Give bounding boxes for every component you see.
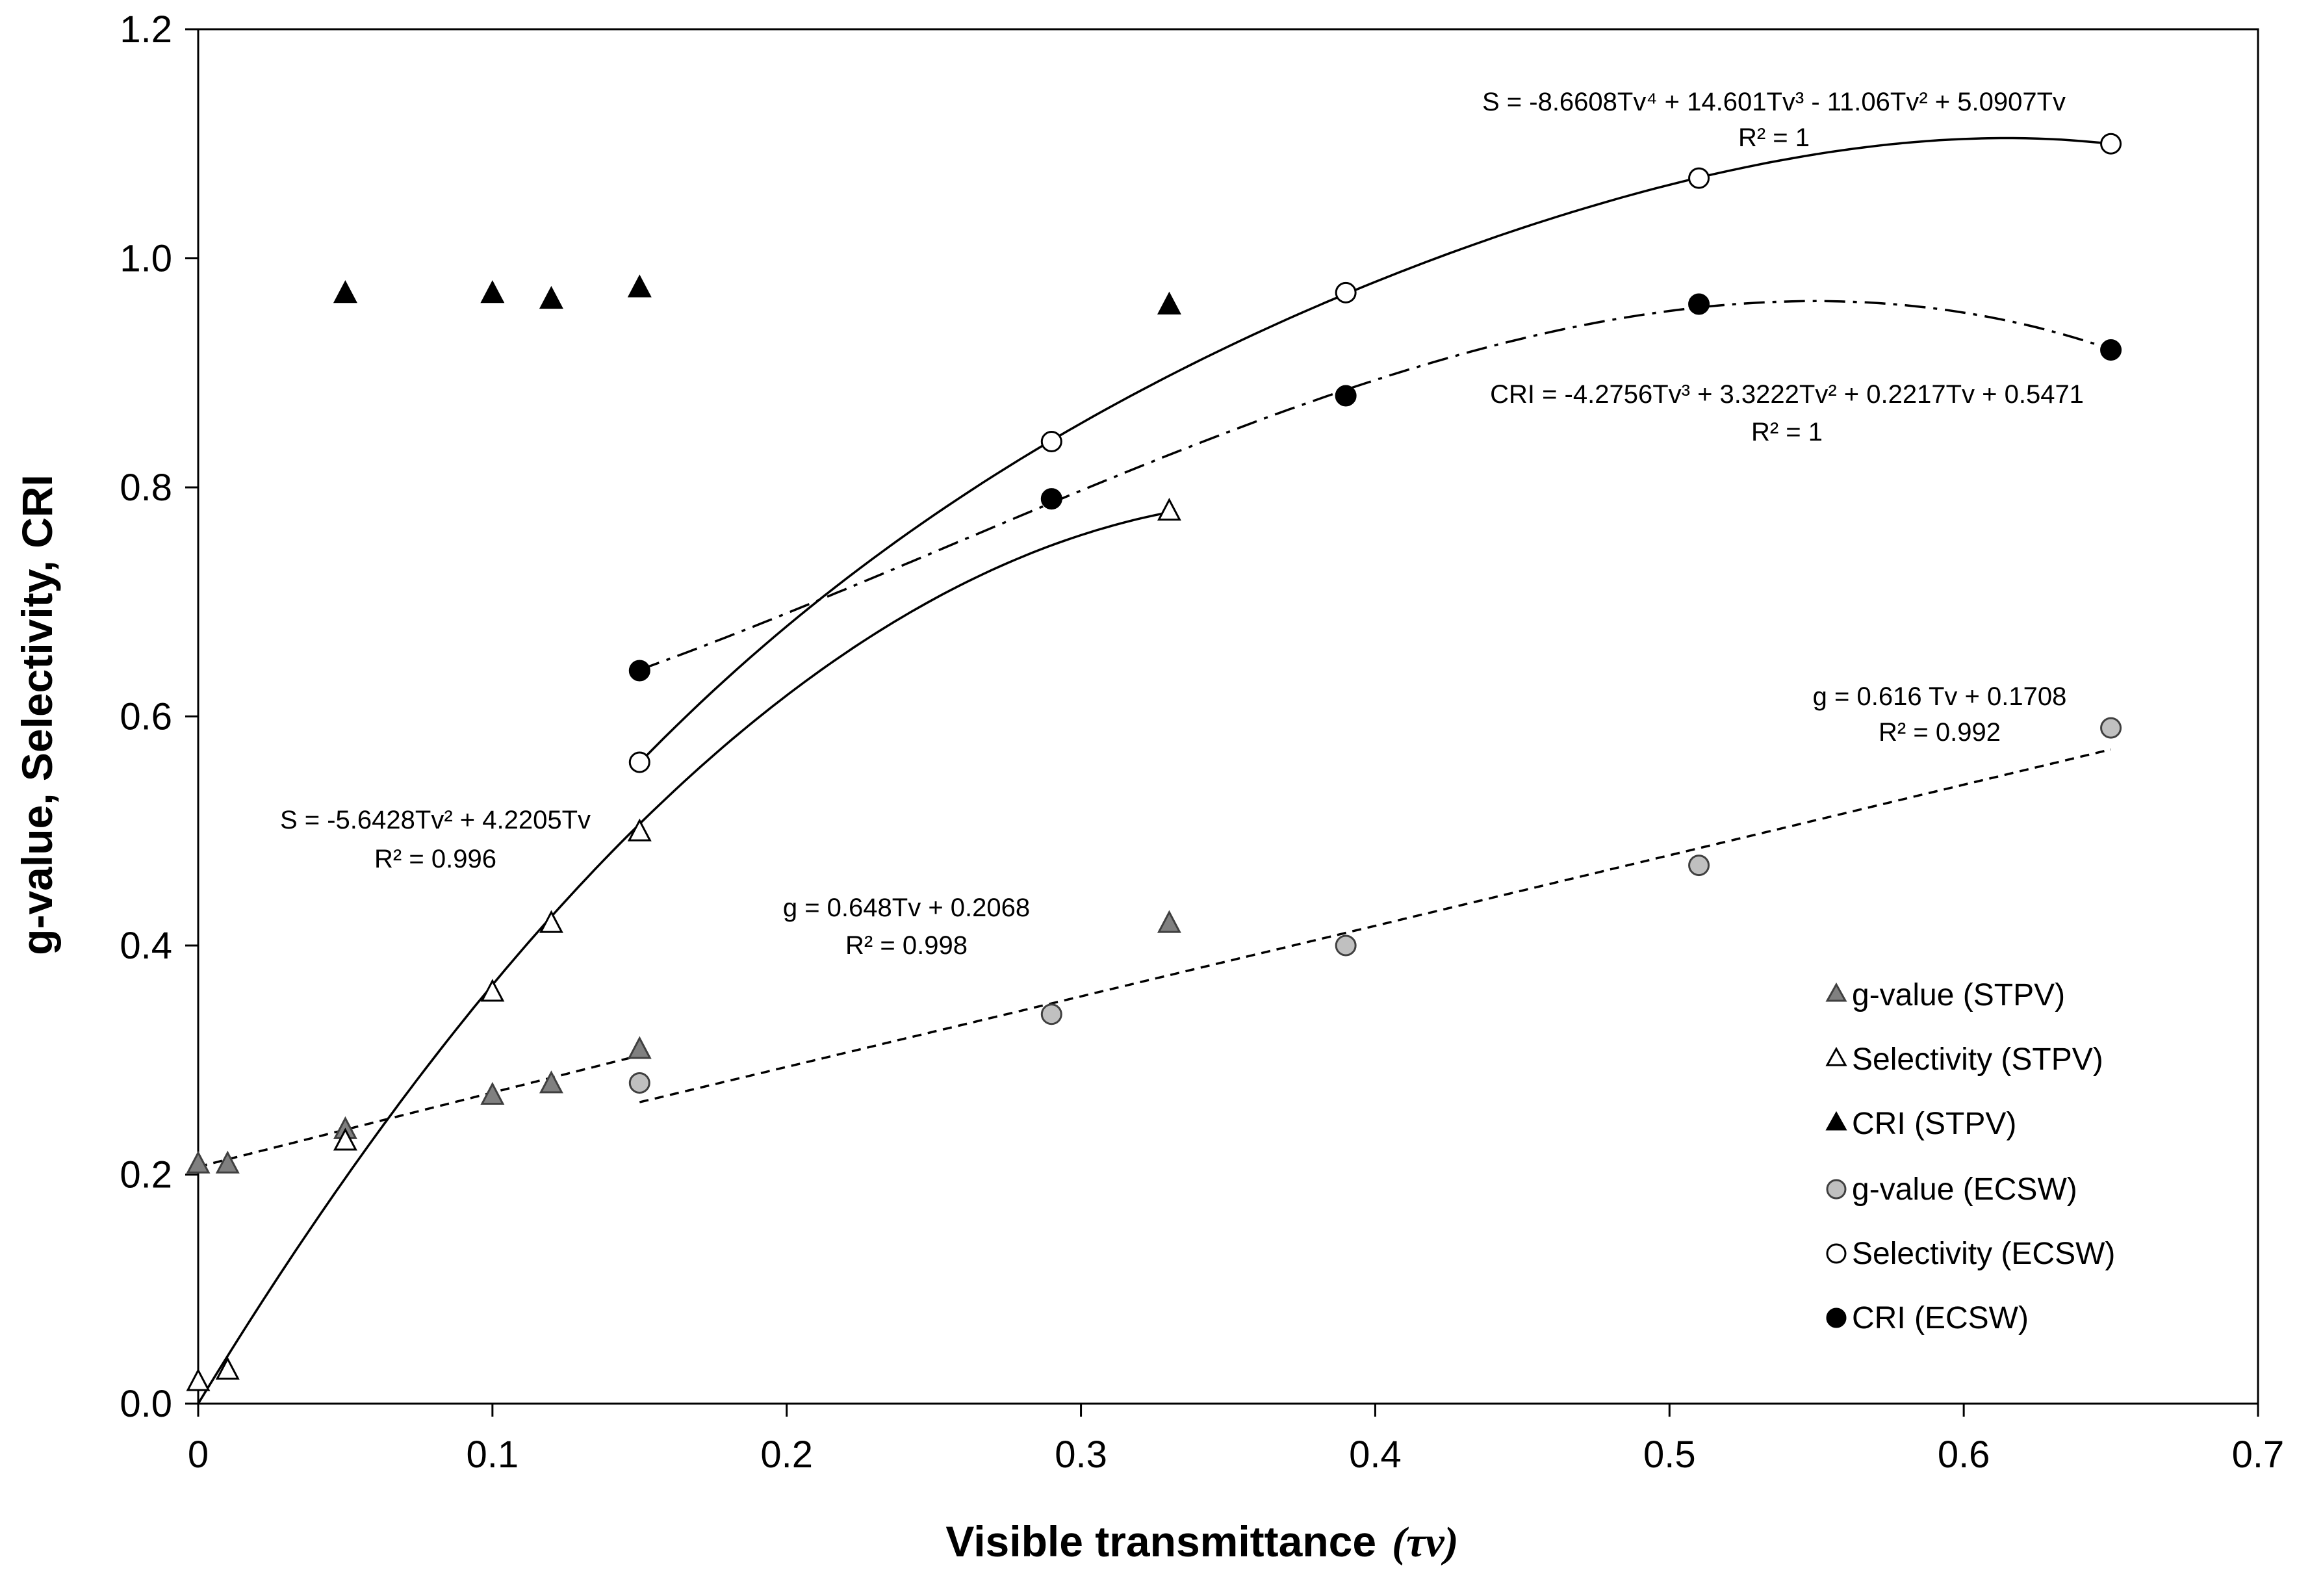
- svg-text:g = 0.648Tv + 0.2068: g = 0.648Tv + 0.2068: [783, 894, 1030, 922]
- data-point-circle: [2100, 339, 2122, 361]
- equation-s-ecsw: S = -8.6608Tv⁴ + 14.601Tv³ - 11.06Tv² + …: [1482, 88, 2066, 152]
- trendline-cri-ecsw: [639, 300, 2112, 671]
- svg-text:CRI (STPV): CRI (STPV): [1852, 1107, 2016, 1141]
- data-point-circle: [1688, 167, 1710, 189]
- y-tick-label: 0.8: [120, 467, 172, 509]
- equation-cri-ecsw: CRI = -4.2756Tv³ + 3.3222Tv² + 0.2217Tv …: [1490, 380, 2084, 446]
- legend-item-selectivity-ecsw: Selectivity (ECSW): [1826, 1237, 2115, 1271]
- y-tick-label: 0.4: [120, 925, 172, 967]
- data-point-triangle: [186, 1150, 211, 1174]
- data-point-triangle: [480, 979, 505, 1002]
- svg-text:R² = 1: R² = 1: [1751, 418, 1823, 446]
- y-tick-label: 1.0: [120, 238, 172, 280]
- x-tick-label: 0: [188, 1434, 209, 1476]
- data-point-circle: [1688, 855, 1710, 877]
- svg-text:R² = 0.996: R² = 0.996: [374, 845, 496, 873]
- data-point-circle: [1335, 934, 1357, 957]
- legend-marker-black-circle: [1826, 1307, 1847, 1328]
- svg-text:Selectivity (ECSW): Selectivity (ECSW): [1852, 1237, 2115, 1271]
- x-tick-label: 0.4: [1349, 1434, 1402, 1476]
- data-point-triangle: [215, 1356, 240, 1380]
- data-point-circle: [1040, 1003, 1062, 1025]
- legend-marker-open-circle: [1826, 1243, 1847, 1264]
- trendline-s-ecsw: [639, 136, 2111, 764]
- svg-text:S = -8.6608Tv⁴ + 14.601Tv³ - 1: S = -8.6608Tv⁴ + 14.601Tv³ - 11.06Tv² + …: [1482, 88, 2066, 116]
- y-axis-title: g-value, Selectivity, CRI: [13, 474, 61, 955]
- svg-text:CRI = -4.2756Tv³ + 3.3222Tv² +: CRI = -4.2756Tv³ + 3.3222Tv² + 0.2217Tv …: [1490, 380, 2084, 409]
- x-tick-label: 0.6: [1938, 1434, 1990, 1476]
- x-tick-label: 0.3: [1055, 1434, 1107, 1476]
- legend-item-cri-ecsw: CRI (ECSW): [1826, 1301, 2029, 1335]
- legend-marker-gray-circle: [1826, 1179, 1847, 1200]
- svg-text:g-value (ECSW): g-value (ECSW): [1852, 1172, 2077, 1207]
- svg-text:CRI (ECSW): CRI (ECSW): [1852, 1301, 2029, 1335]
- legend-item-selectivity-stpv: Selectivity (STPV): [1825, 1042, 2103, 1077]
- legend-marker-gray-triangle: [1825, 982, 1847, 1002]
- svg-text:R² = 0.992: R² = 0.992: [1879, 718, 2001, 747]
- x-tick-label: 0.1: [467, 1434, 519, 1476]
- legend-marker-black-triangle: [1825, 1111, 1847, 1131]
- equation-g-ecsw: g = 0.616 Tv + 0.1708 R² = 0.992: [1813, 682, 2067, 747]
- data-markers: [186, 133, 2122, 1391]
- data-point-circle: [2100, 717, 2122, 739]
- data-point-circle: [1335, 385, 1357, 407]
- data-point-triangle: [539, 910, 563, 933]
- data-point-circle: [1040, 431, 1062, 452]
- legend-item-cri-stpv: CRI (STPV): [1825, 1107, 2016, 1141]
- data-point-triangle: [1157, 498, 1181, 521]
- svg-text:R² = 0.998: R² = 0.998: [845, 931, 968, 960]
- legend: g-value (STPV) Selectivity (STPV) CRI (S…: [1825, 978, 2115, 1335]
- data-point-circle: [2100, 133, 2122, 155]
- data-point-triangle: [627, 274, 652, 298]
- data-point-circle: [628, 751, 650, 773]
- svg-text:Selectivity (STPV): Selectivity (STPV): [1852, 1042, 2103, 1077]
- x-tick-label: 0.5: [1643, 1434, 1696, 1476]
- x-tick-label: 0.2: [760, 1434, 813, 1476]
- legend-marker-open-triangle: [1825, 1046, 1847, 1066]
- svg-text:R² = 1: R² = 1: [1738, 123, 1810, 152]
- data-point-circle: [1688, 293, 1710, 315]
- data-point-triangle: [215, 1150, 240, 1174]
- data-point-triangle: [539, 285, 563, 309]
- data-point-circle: [1040, 488, 1062, 510]
- x-axis-title: Visible transmittance (τv): [945, 1517, 1458, 1566]
- y-tick-label: 0.0: [120, 1383, 172, 1425]
- legend-item-g-value-ecsw: g-value (ECSW): [1826, 1172, 2077, 1207]
- y-tick-label: 0.6: [120, 696, 172, 738]
- axis-ticks: 0 0.1 0.2 0.3 0.4 0.5 0.6 0.7 0.0 0.2 0.4 0.6 0.8 1.0…: [120, 8, 2284, 1476]
- data-point-triangle: [627, 1036, 652, 1059]
- trendline-g-stpv: [198, 1054, 640, 1168]
- data-point-triangle: [333, 1127, 357, 1151]
- data-point-triangle: [480, 280, 505, 303]
- legend-item-g-value-stpv: g-value (STPV): [1825, 978, 2065, 1012]
- svg-text:S = -5.6428Tv² + 4.2205Tv: S = -5.6428Tv² + 4.2205Tv: [280, 806, 591, 834]
- data-point-circle: [628, 660, 650, 682]
- svg-text:g = 0.616 Tv + 0.1708: g = 0.616 Tv + 0.1708: [1813, 682, 2067, 711]
- data-point-triangle: [186, 1368, 211, 1391]
- data-point-triangle: [480, 1081, 505, 1105]
- data-point-circle: [1335, 281, 1357, 303]
- svg-text:g-value (STPV): g-value (STPV): [1852, 978, 2065, 1012]
- data-point-triangle: [333, 280, 357, 303]
- trendline-g-ecsw: [639, 748, 2112, 1103]
- trendline-s-stpv: [197, 511, 1170, 1404]
- equation-g-stpv: g = 0.648Tv + 0.2068 R² = 0.998: [783, 894, 1030, 960]
- data-point-circle: [628, 1072, 650, 1094]
- equation-s-stpv: S = -5.6428Tv² + 4.2205Tv R² = 0.996: [280, 806, 591, 873]
- y-tick-label: 0.2: [120, 1154, 172, 1196]
- data-point-triangle: [627, 818, 652, 842]
- data-point-triangle: [539, 1070, 563, 1094]
- x-tick-label: 0.7: [2232, 1434, 2285, 1476]
- y-tick-label: 1.2: [120, 8, 172, 51]
- data-point-triangle: [1157, 910, 1181, 933]
- data-point-triangle: [1157, 291, 1181, 315]
- trendlines: [197, 136, 2112, 1404]
